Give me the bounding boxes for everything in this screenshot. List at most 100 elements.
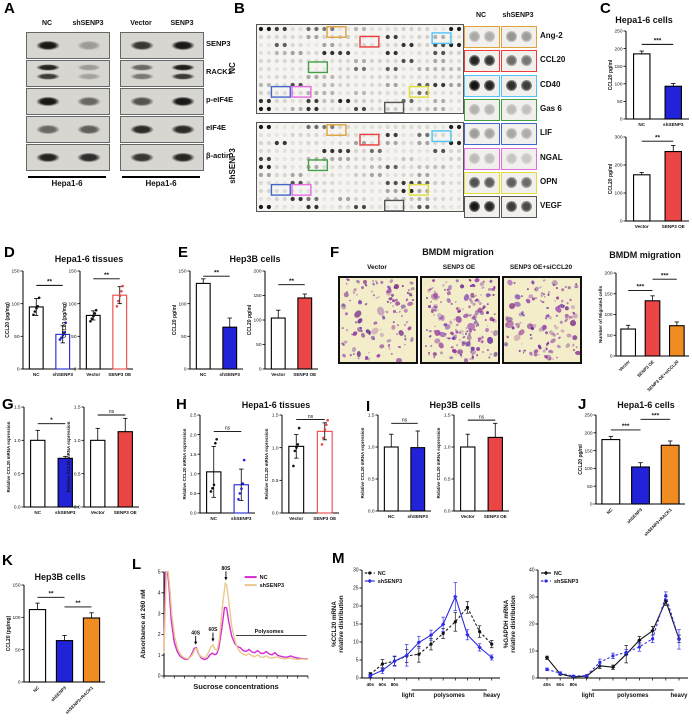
stained-cell <box>432 314 436 317</box>
stained-cell <box>529 336 533 340</box>
svg-text:250: 250 <box>614 29 622 35</box>
svg-text:50: 50 <box>71 334 77 340</box>
miniblot-dot <box>469 152 480 164</box>
stained-cell <box>468 357 472 361</box>
svg-text:1.0: 1.0 <box>444 445 451 451</box>
svg-text:200: 200 <box>584 431 592 437</box>
bar-NC <box>28 609 47 683</box>
stained-cell <box>486 348 489 351</box>
miniblot-dot <box>469 103 480 115</box>
stained-cell <box>451 303 454 306</box>
stained-cell <box>492 318 498 323</box>
chart-svg-c2: 0 100 200 300 CCL20 pg/ml Vector SENP3 OE ** <box>608 134 689 229</box>
stained-cell <box>404 323 407 326</box>
panel-label-j: J <box>578 396 587 413</box>
miniblot-dot <box>469 79 480 91</box>
stained-cell <box>543 330 549 336</box>
svg-text:80S: 80S <box>221 566 231 572</box>
stained-cell <box>478 301 483 306</box>
stained-cell <box>343 311 348 316</box>
stained-cell <box>461 335 466 340</box>
stained-cell <box>571 334 578 341</box>
svg-text:SENP3 OE: SENP3 OE <box>484 514 507 519</box>
migration-image-1 <box>338 276 418 364</box>
cytokine-label-LIF: LIF <box>540 128 552 138</box>
stained-cell <box>475 346 480 351</box>
svg-text:NC: NC <box>34 510 41 515</box>
bar-NC <box>195 282 211 370</box>
stained-cell <box>461 308 465 311</box>
miniblot-dot <box>469 201 480 213</box>
stained-cell <box>534 297 537 300</box>
stained-cell <box>447 288 449 291</box>
protein-label-β-actin: β-actin <box>206 151 231 160</box>
miniblot-CD40-shsenp3 <box>501 74 537 97</box>
miniblot-Gas 6-shsenp3 <box>501 98 537 121</box>
svg-text:0: 0 <box>356 676 359 682</box>
svg-text:polysomes: polysomes <box>434 693 466 699</box>
stained-cell <box>350 354 353 357</box>
miniblot-OPN-nc <box>464 171 500 194</box>
stained-cell <box>398 345 402 348</box>
blot-band <box>167 39 199 52</box>
bar-SENP3 OE <box>316 430 333 514</box>
svg-text:1.5: 1.5 <box>14 405 21 411</box>
panel-label-l: L <box>132 556 142 573</box>
chart-ccl20-rescue-hep3b: 0 50 100 150 CCL20 (pg/mg) NC shSENP3 shSENP3+R… <box>4 580 108 720</box>
svg-text:heavy: heavy <box>670 693 688 699</box>
panel-f-images-title: BMDM migration <box>422 247 494 257</box>
blot-band <box>126 63 158 72</box>
stained-cell <box>490 330 493 333</box>
blot-band <box>167 123 199 136</box>
lane-header-NC: NC <box>41 20 53 27</box>
stained-cell <box>474 278 480 283</box>
column-header-NC: NC <box>475 12 487 19</box>
svg-text:0: 0 <box>620 219 623 225</box>
panel-j-title: Hepa1-6 cells <box>617 400 675 410</box>
blot-band <box>32 39 64 52</box>
svg-text:shSENP3: shSENP3 <box>626 507 644 525</box>
svg-text:**: ** <box>289 278 295 285</box>
blot-band <box>73 123 105 136</box>
miniblot-dot <box>506 103 517 115</box>
svg-text:15: 15 <box>353 622 359 628</box>
bar-NC <box>633 53 651 120</box>
stained-cell <box>541 278 546 282</box>
bar-Vector <box>270 317 286 370</box>
stained-cell <box>378 343 385 350</box>
svg-text:1.0: 1.0 <box>368 445 375 451</box>
stained-cell <box>345 282 347 285</box>
svg-text:NC: NC <box>554 571 562 577</box>
miniblot-dot <box>484 201 495 213</box>
stained-cell <box>385 337 392 344</box>
stained-cell <box>407 327 412 331</box>
data-point <box>212 483 216 487</box>
blot-box-p-eIF4E <box>120 88 204 115</box>
svg-text:150: 150 <box>178 269 186 275</box>
miniblot-OPN-shsenp3 <box>501 171 537 194</box>
stained-cell <box>519 321 522 324</box>
data-point <box>121 284 124 288</box>
chart-svg-m1: 0 5 10 15 20 25 30 %CCL20 mRNA relative distribu… <box>331 568 501 699</box>
svg-text:100: 100 <box>11 301 19 307</box>
highlight-box-LIF <box>270 85 291 98</box>
stained-cell <box>403 338 407 342</box>
miniblot-dot <box>521 103 532 115</box>
migration-image-label: Vector <box>367 264 387 271</box>
panel-label-h: H <box>176 396 187 413</box>
chart-svg-m2: 0 10 20 30 40 %GAPDH mRNA relative distributio… <box>503 568 688 699</box>
stained-cell <box>492 351 498 358</box>
svg-text:0.5: 0.5 <box>14 471 21 477</box>
svg-text:ns: ns <box>225 426 231 432</box>
svg-text:100: 100 <box>253 318 261 324</box>
stained-cell <box>364 283 368 287</box>
stained-cell <box>520 342 523 345</box>
stained-cell <box>404 343 407 346</box>
stained-cell <box>371 282 375 286</box>
data-point <box>92 314 95 318</box>
miniblot-dot <box>484 55 495 67</box>
blot-box-β-actin <box>120 144 204 171</box>
svg-text:Relative CCL20 mRNA expression: Relative CCL20 mRNA expression <box>182 428 187 499</box>
stained-cell <box>392 321 395 324</box>
stained-cell <box>557 335 562 340</box>
